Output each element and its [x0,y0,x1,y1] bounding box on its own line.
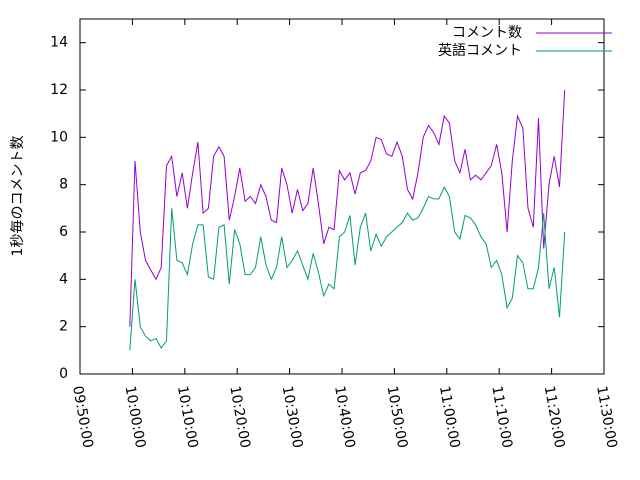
x-tick-label: 10:50:00 [384,385,411,450]
x-tick-label: 10:30:00 [279,385,306,450]
plot-border [79,18,605,375]
y-tick-label: 6 [59,224,68,240]
series-line [129,185,566,351]
x-tick-label: 10:00:00 [122,385,149,450]
y-tick-label: 0 [59,366,68,382]
x-tick-label: 10:40:00 [331,385,358,450]
x-tick-label: 11:30:00 [593,385,620,450]
y-axis-label: 1秒毎のコメント数 [10,136,26,257]
legend-label: コメント数 [452,25,522,41]
x-tick-label: 11:10:00 [488,385,515,450]
y-tick-label: 12 [50,82,68,98]
y-tick-label: 14 [50,35,68,51]
y-tick-label: 2 [59,319,68,335]
x-tick-label: 10:10:00 [174,385,201,450]
y-tick-label: 8 [59,177,68,193]
series-line [129,89,566,327]
x-tick-label: 11:20:00 [541,385,568,450]
x-tick-label: 11:00:00 [436,385,463,450]
y-tick-label: 10 [50,129,68,145]
legend-label: 英語コメント [438,42,522,59]
x-tick-label: 10:20:00 [226,385,253,450]
x-tick-label: 09:50:00 [69,385,96,450]
y-tick-label: 4 [59,271,68,287]
